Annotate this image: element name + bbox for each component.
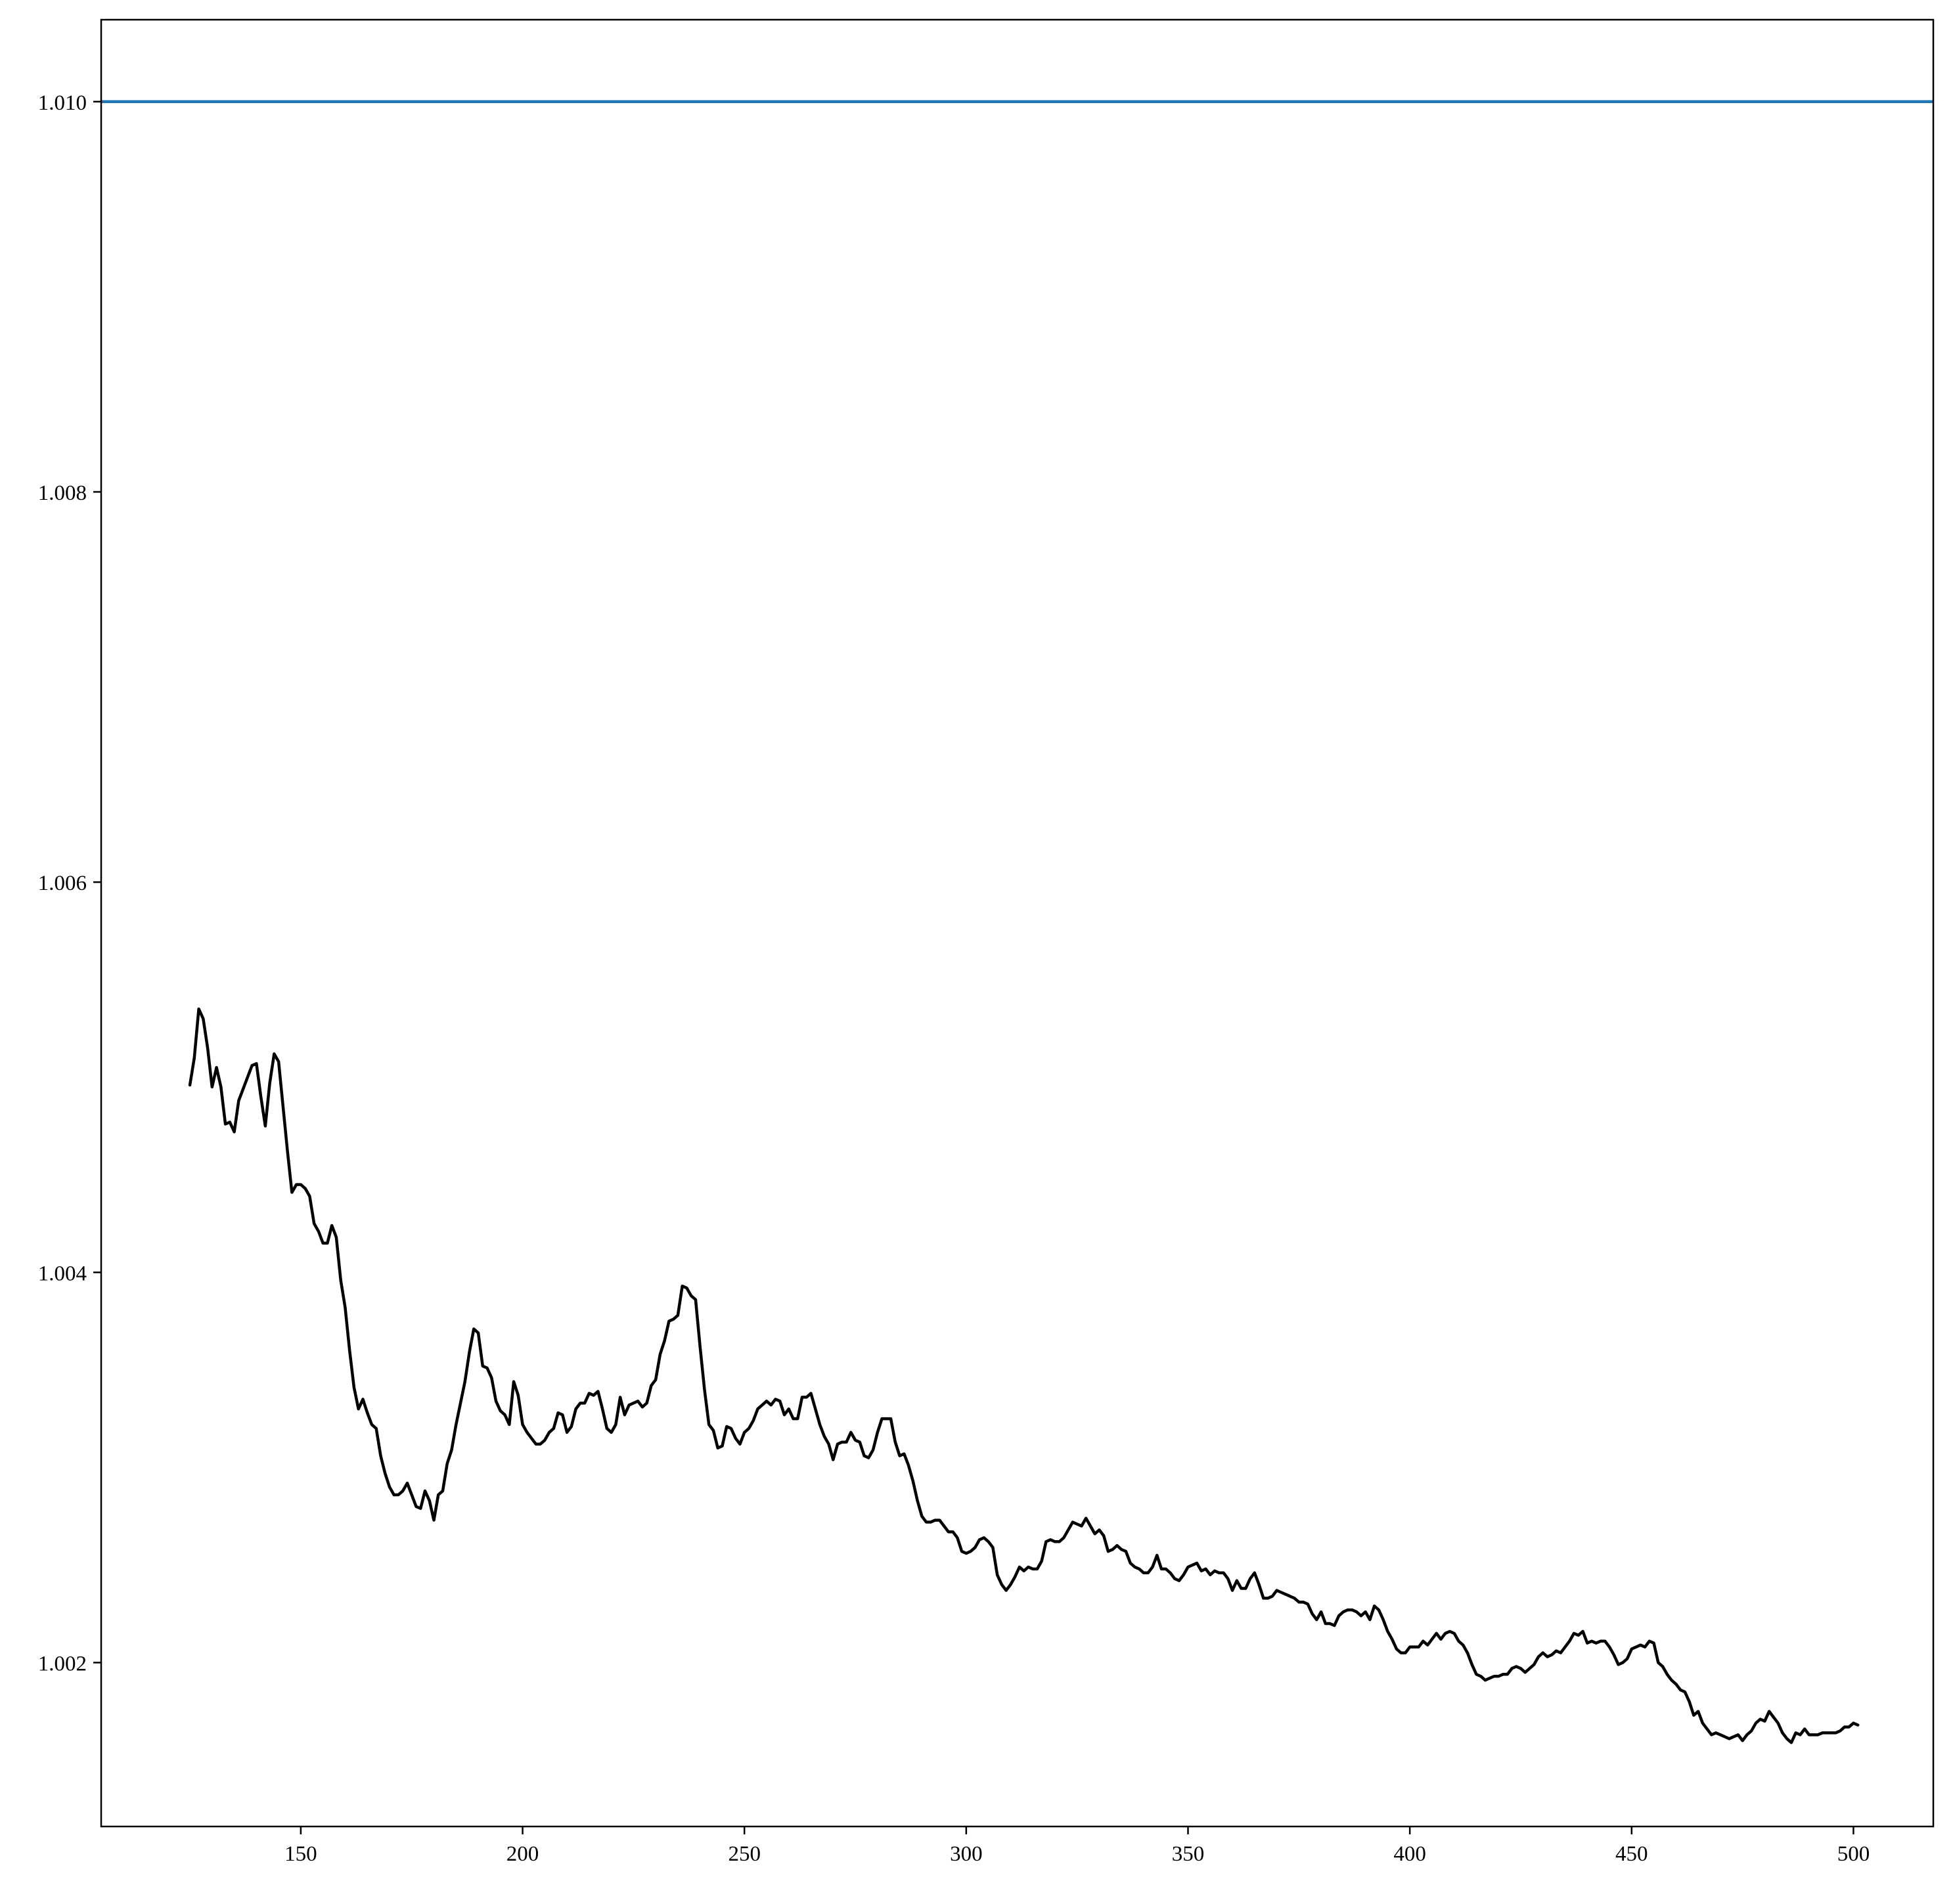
x-tick-label: 450 [1615, 1842, 1648, 1866]
y-tick-label: 1.002 [38, 1652, 87, 1675]
y-tick-label: 1.010 [38, 91, 87, 115]
series-line-0 [188, 1007, 1860, 1744]
x-tick-label: 250 [728, 1842, 761, 1866]
x-tick-label: 500 [1837, 1842, 1870, 1866]
x-tick-label: 400 [1393, 1842, 1426, 1866]
axes: 150 200 250 300 350 400 450 500 1.002 1.004 1.006 1… [38, 18, 1935, 1866]
plot-frame [100, 18, 1935, 1828]
x-tick-label: 300 [950, 1842, 983, 1866]
y-tick-label: 1.006 [38, 872, 87, 895]
x-tick-label: 350 [1172, 1842, 1205, 1866]
y-tick-label: 1.008 [38, 481, 87, 505]
y-tick-label: 1.004 [38, 1262, 87, 1285]
x-tick-label: 150 [284, 1842, 317, 1866]
x-tick-label: 200 [506, 1842, 539, 1866]
plot-area [101, 100, 1933, 1744]
